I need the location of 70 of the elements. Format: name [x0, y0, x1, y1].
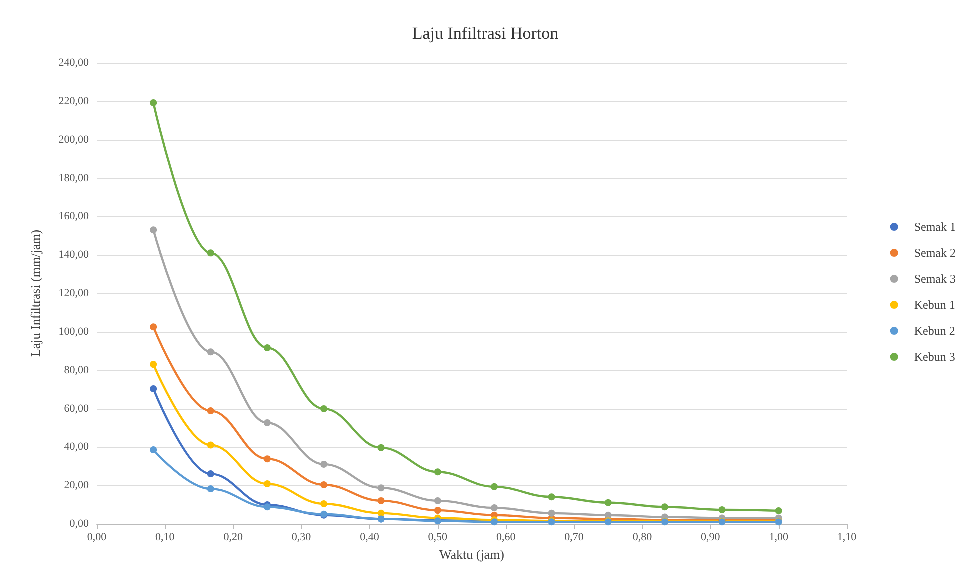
point: [378, 510, 385, 517]
y-tick-label: 220,00: [58, 95, 90, 108]
point: [378, 484, 385, 492]
point: [320, 460, 328, 468]
point: [434, 497, 442, 504]
point: [264, 344, 271, 352]
x-tick-label: 0,10: [156, 532, 176, 544]
y-tick-label: 0,00: [70, 518, 90, 530]
point: [207, 250, 214, 257]
y-tick-label: 160,00: [58, 210, 90, 223]
x-tick-label: 0,70: [564, 532, 584, 544]
point: [775, 507, 782, 514]
x-tick-label: 0,90: [701, 532, 721, 544]
legend-label: Semak 2: [914, 246, 956, 260]
point: [150, 226, 158, 234]
point: [320, 500, 328, 508]
point: [264, 504, 271, 511]
x-tick-label: 0,30: [292, 532, 312, 544]
point: [320, 482, 328, 489]
y-tick-label: 240,00: [58, 57, 90, 69]
y-tick-label: 80,00: [64, 364, 90, 376]
point: [491, 504, 498, 512]
legend-label: Semak 1: [914, 220, 956, 234]
point: [264, 456, 271, 463]
point: [548, 494, 556, 501]
x-tick-label: 0,80: [632, 532, 653, 544]
legend-label: Semak 3: [914, 272, 956, 286]
point: [548, 510, 556, 517]
y-tick-label: 40,00: [64, 441, 90, 454]
x-tick-label: 1,10: [837, 532, 858, 544]
x-tick-label: 1,00: [769, 532, 789, 544]
point: [207, 470, 214, 478]
x-tick-label: 0,00: [87, 532, 108, 544]
point: [661, 504, 668, 511]
legend-label: Kebun 1: [914, 298, 956, 312]
point: [434, 507, 442, 514]
point: [718, 506, 726, 514]
x-tick-label: 0,50: [428, 532, 448, 544]
point: [264, 480, 271, 488]
point: [604, 499, 612, 506]
x-axis-title: Waktu (jam): [439, 547, 505, 562]
legend-label: Kebun 3: [914, 350, 956, 364]
y-tick-label: 180,00: [58, 172, 90, 184]
chart-title: Laju Infiltrasi Horton: [412, 24, 560, 43]
point: [378, 444, 385, 452]
point: [207, 486, 214, 493]
point: [264, 419, 271, 426]
point: [150, 361, 158, 368]
point: [207, 408, 214, 415]
point: [207, 442, 214, 449]
x-tick-label: 0,60: [496, 532, 516, 544]
legend-label: Kebun 2: [914, 324, 956, 338]
y-tick-label: 140,00: [58, 249, 90, 262]
point: [207, 348, 214, 356]
point: [150, 99, 158, 106]
point: [378, 497, 385, 504]
y-tick-label: 60,00: [64, 402, 90, 415]
point: [150, 324, 158, 331]
point: [150, 446, 158, 454]
point: [434, 468, 442, 476]
y-tick-label: 200,00: [58, 134, 90, 146]
point: [491, 483, 498, 490]
x-tick-label: 0,40: [360, 532, 380, 544]
point: [150, 385, 158, 392]
point: [320, 405, 328, 412]
x-tick-label: 0,20: [224, 532, 244, 544]
y-tick-label: 120,00: [58, 288, 90, 300]
y-tick-label: 100,00: [58, 326, 90, 338]
y-axis-title: Laju Infiltrasi (mm/jam): [28, 230, 43, 358]
y-tick-label: 20,00: [64, 480, 90, 492]
